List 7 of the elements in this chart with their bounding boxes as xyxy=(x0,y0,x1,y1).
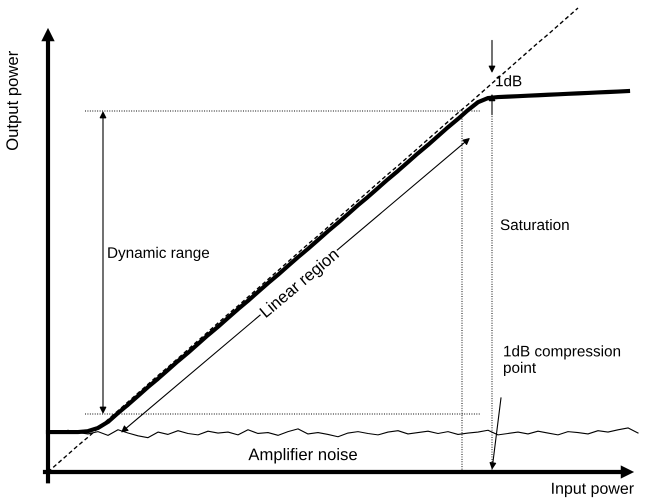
x-axis-title: Input power xyxy=(552,482,634,498)
annotation: Saturation xyxy=(500,218,569,230)
annotation: 1dB xyxy=(496,75,522,86)
annotation: 1dB compression point xyxy=(504,345,620,376)
annotation: Amplifier noise xyxy=(248,448,357,464)
y-axis-title: Output power xyxy=(6,51,22,150)
annotation: Dynamic range xyxy=(108,246,210,262)
